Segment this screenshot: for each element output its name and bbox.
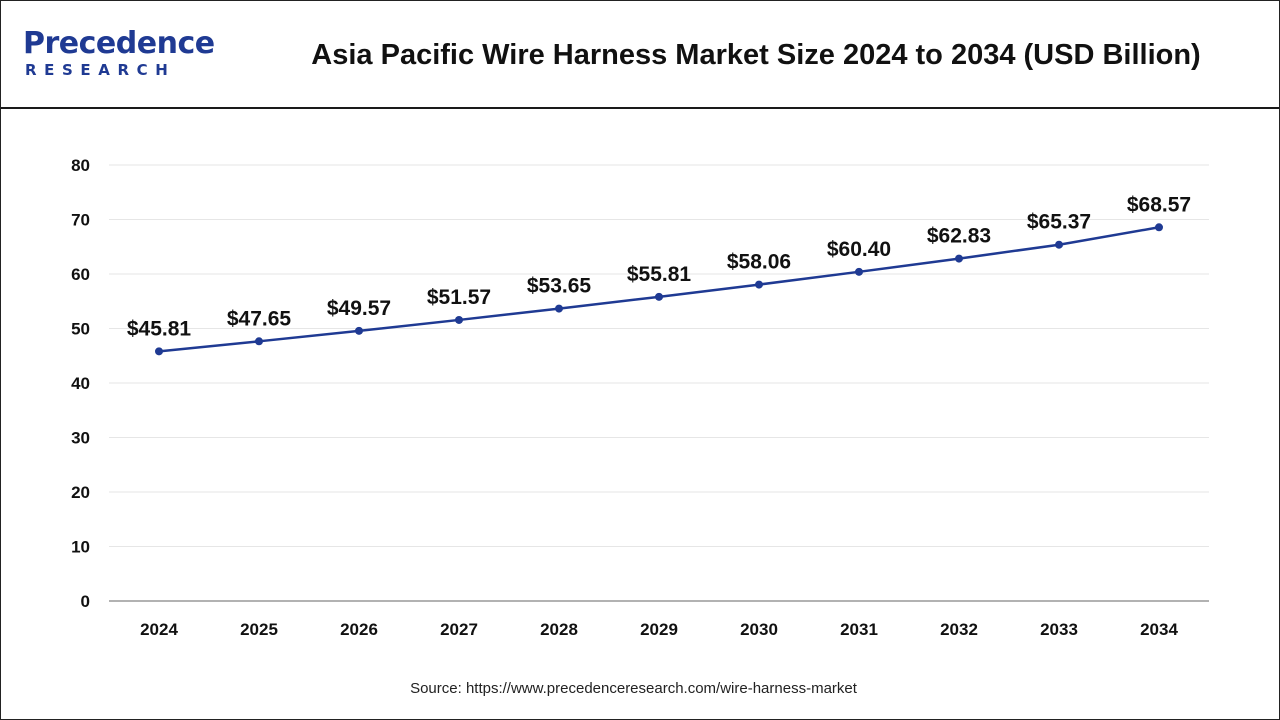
y-tick-label: 40 (71, 374, 90, 393)
y-tick-label: 10 (71, 538, 90, 557)
y-tick-label: 20 (71, 483, 90, 502)
y-tick-label: 50 (71, 320, 90, 339)
data-point (755, 280, 763, 289)
x-tick-label: 2026 (340, 620, 378, 639)
data-label: $47.65 (227, 307, 292, 330)
brand-logo: Precedence RESEARCH (23, 27, 223, 87)
data-label: $51.57 (427, 286, 491, 309)
x-tick-label: 2033 (1040, 620, 1078, 639)
source-note: Source: https://www.precedenceresearch.c… (410, 680, 857, 697)
x-tick-label: 2024 (140, 620, 178, 639)
logo-wordmark: Precedence (23, 26, 215, 61)
y-tick-label: 30 (71, 429, 90, 448)
data-label: $60.40 (827, 238, 891, 261)
data-point (455, 315, 463, 324)
data-label: $45.81 (127, 317, 192, 340)
x-tick-label: 2025 (240, 620, 278, 639)
x-tick-label: 2034 (1140, 620, 1178, 639)
y-tick-label: 80 (71, 156, 90, 175)
x-tick-label: 2027 (440, 620, 478, 639)
data-label: $53.65 (527, 275, 592, 298)
data-label: $49.57 (327, 297, 391, 320)
data-label: $58.06 (727, 251, 791, 274)
data-point (255, 337, 263, 346)
data-label: $65.37 (1027, 211, 1091, 234)
x-tick-label: 2031 (840, 620, 878, 639)
data-point (555, 304, 563, 313)
data-point (155, 347, 163, 356)
data-point (955, 254, 963, 263)
y-tick-label: 60 (71, 265, 90, 284)
x-tick-label: 2032 (940, 620, 978, 639)
data-point (1155, 223, 1163, 232)
data-point (855, 267, 863, 276)
header: Precedence RESEARCH Asia Pacific Wire Ha… (1, 1, 1279, 109)
data-point (655, 292, 663, 301)
data-point (1055, 240, 1063, 249)
y-tick-label: 0 (81, 592, 90, 611)
series-line (158, 226, 1160, 353)
x-tick-label: 2030 (740, 620, 778, 639)
x-tick-label: 2028 (540, 620, 578, 639)
chart-title: Asia Pacific Wire Harness Market Size 20… (311, 39, 1201, 71)
data-point (355, 326, 363, 335)
data-label: $62.83 (927, 225, 991, 248)
logo-subtitle: RESEARCH (25, 61, 176, 79)
data-label: $55.81 (627, 263, 692, 286)
y-tick-label: 70 (71, 211, 90, 230)
x-tick-label: 2029 (640, 620, 678, 639)
data-label: $68.57 (1127, 193, 1191, 216)
